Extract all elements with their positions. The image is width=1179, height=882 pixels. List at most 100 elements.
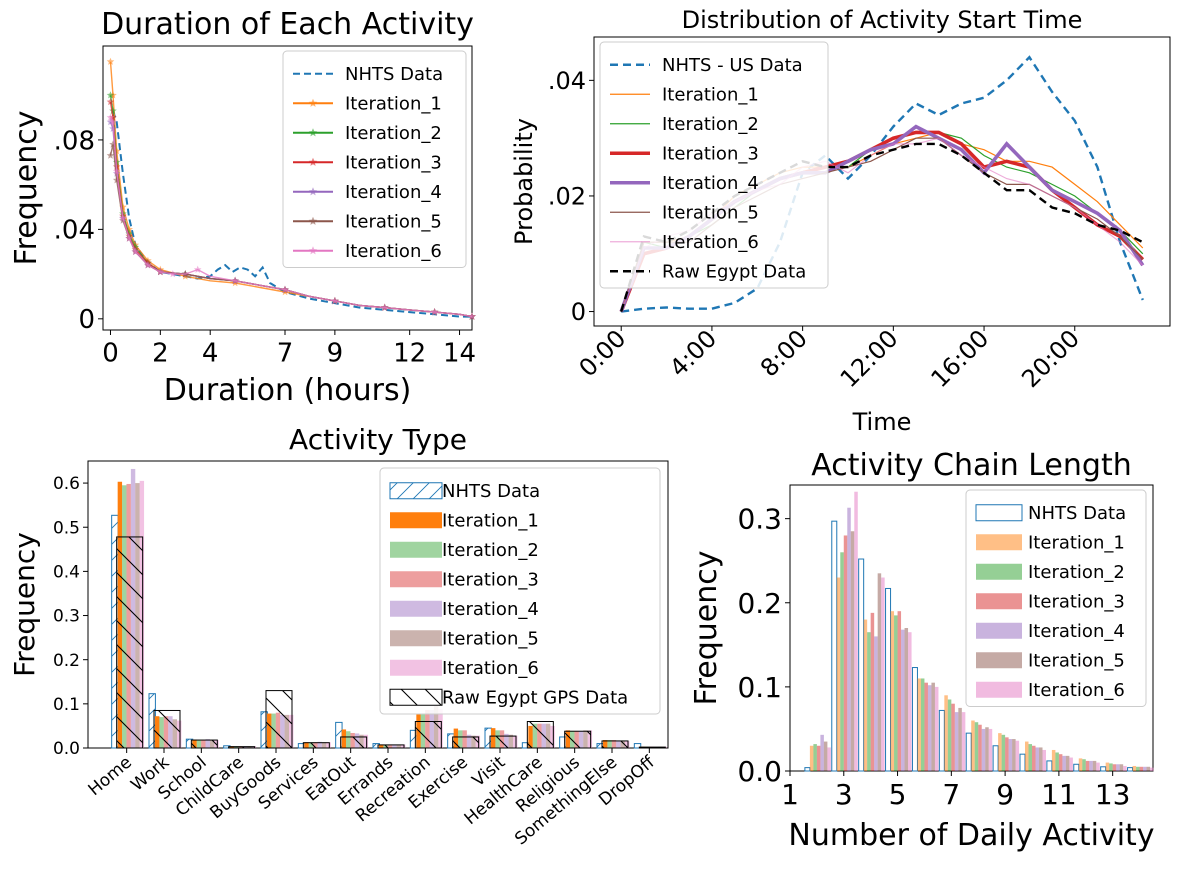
chain-length-bar [890,611,895,771]
chain-length-bar [1096,762,1100,771]
chain-length-legend-label: Iteration_5 [1028,651,1125,672]
start-time-ytick-label: .04 [548,67,586,95]
duration-point [131,247,140,255]
start-time-frame [593,36,1171,327]
duration-legend-marker [308,128,318,137]
chain-length-bar [1136,766,1140,771]
chain-length-bar [924,682,928,771]
chain-length-bar [881,577,885,771]
chain-length-legend-swatch [976,593,1022,610]
start-time-series-line [621,55,1144,313]
duration-xtick-label: 0 [102,338,119,368]
chain-length-bar [1046,760,1053,772]
chain-length-bar [840,552,844,771]
start-time-title: Distribution of Activity Start Time [682,6,1083,34]
activity-type-bar [190,739,218,749]
chain-length-legend-swatch [976,681,1022,698]
chain-length-bar [1039,747,1043,771]
chain-length-bar [854,491,858,771]
chain-length-bar [831,520,838,772]
chain-length-bar [1028,744,1032,771]
duration-point [112,147,121,155]
chain-length-legend-swatch [976,534,1022,551]
chain-length-bar [1035,747,1039,771]
chain-length-bar [947,699,952,771]
duration-point [106,57,115,65]
duration-point [231,276,239,284]
duration-xtick-label: 9 [327,338,344,368]
duration-legend-label: Iteration_3 [345,153,442,174]
chain-length-ytick-label: 0.3 [737,503,782,536]
start-time-legend-label: Iteration_1 [662,85,759,106]
duration-legend-label: NHTS Data [345,64,443,85]
chain-length-bar [927,685,932,771]
activity-type-legend [379,467,661,715]
duration-title: Duration of Each Activity [101,7,474,42]
chain-length-bar [1073,763,1080,772]
activity-type-legend-label: Iteration_3 [442,570,539,591]
activity-type-legend-label: Iteration_1 [442,511,539,532]
chain-length-bar [843,535,848,771]
activity-type-legend-label: Iteration_5 [442,629,539,650]
chain-length-bar [965,732,972,772]
activity-type-ytick-label: 0.0 [53,739,80,759]
duration-series-line [109,117,473,318]
chain-length-bar [850,531,855,771]
chain-length-bar [1132,765,1137,771]
activity-type-legend-label: Iteration_2 [442,540,539,561]
chain-length-bar [974,722,979,771]
chain-length-bar [836,577,841,771]
chain-length-bar [1032,745,1036,771]
activity-type-bar [489,735,517,749]
chain-length-bar [1062,755,1066,771]
activity-type-legend-swatch [390,541,442,558]
chain-length-title: Activity Chain Length [811,448,1131,483]
activity-type-ytick-label: 0.4 [53,563,80,583]
start-time-legend [599,41,829,289]
chain-length-bar [1119,764,1124,771]
activity-type-legend-swatch [390,659,442,676]
chain-length-bar [988,728,993,771]
chain-length-bar [897,611,902,771]
duration-xlabel: Duration (hours) [164,373,412,408]
duration-legend-marker [308,157,318,166]
duration-point [193,265,202,273]
duration-frame [102,45,473,331]
activity-type-legend-swatch [390,571,442,588]
start-time-ytick-label: 0 [571,298,586,326]
activity-type-bar [633,743,642,749]
duration-point [181,272,190,280]
chart-activity-type: 0.00.10.20.30.40.50.6HomeWorkSchoolChild… [8,423,669,849]
duration-legend-marker [308,98,318,107]
start-time-ylabel: Probability [510,118,538,245]
activity-type-bar [340,736,368,749]
chain-length-bar [1089,760,1093,771]
duration-point [144,261,152,269]
chain-length-legend-label: Iteration_6 [1028,680,1125,701]
duration-point [106,113,115,121]
start-time-ytick-label: .02 [548,183,586,211]
chain-length-bar [938,709,945,772]
activity-type-legend-swatch [390,512,442,529]
chain-length-bar [870,612,875,771]
duration-ytick-label: .08 [54,126,95,156]
activity-type-bar [265,690,293,749]
duration-point [106,97,115,106]
activity-type-title: Activity Type [289,423,467,456]
chain-length-bar [1143,766,1147,771]
start-time-legend-label: Raw Egypt Data [662,262,806,283]
start-time-legend-label: Iteration_3 [662,144,759,165]
chain-length-bar [1008,739,1013,771]
duration-point [231,279,239,287]
chain-length-legend-swatch [976,563,1022,580]
start-time-xtick-label: 0:00 [574,324,632,382]
duration-xtick-label: 7 [277,338,294,368]
chain-length-xtick-label: 13 [1095,778,1131,811]
activity-type-ytick-label: 0.3 [53,607,80,627]
duration-point [331,296,339,305]
chain-length-bar [804,767,811,772]
duration-point [106,151,115,159]
chain-length-legend-label: Iteration_1 [1028,533,1125,554]
chain-length-bar [934,686,939,771]
start-time-legend-label: Iteration_2 [662,114,759,135]
